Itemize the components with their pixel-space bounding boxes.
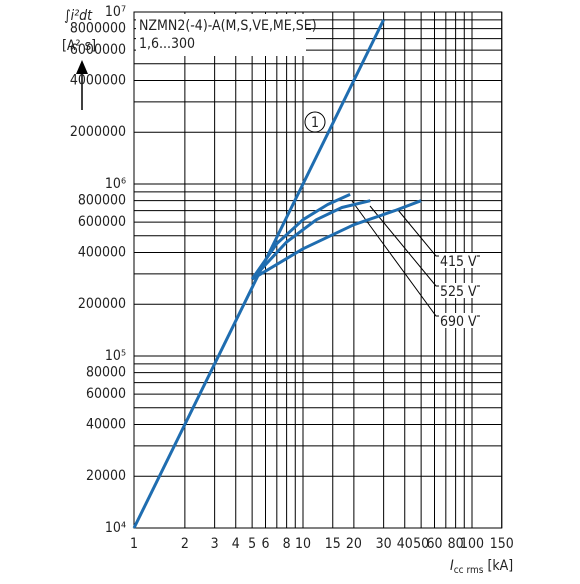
chart-title: NZMN2(-4)-A(M,S,VE,ME,SE) (139, 18, 317, 34)
annotation-circle (304, 111, 326, 133)
x-tick-label: 1 (130, 536, 138, 552)
label-bg (439, 313, 477, 328)
y-tick-label: 400000 (78, 244, 126, 260)
x-tick-label: 15 (325, 536, 341, 552)
y-axis-unit: [A² s] (62, 38, 96, 54)
x-tick-label: 30 (376, 536, 392, 552)
x-tick-label: 10 (295, 536, 311, 552)
x-tick-label: 6 (261, 536, 269, 552)
label-bg (439, 253, 477, 268)
x-axis-label: Icc rms [kA] (450, 558, 513, 576)
label-bg (439, 283, 477, 298)
x-tick-label: 60 (426, 536, 442, 552)
x-axis-symbol: I (450, 558, 454, 574)
y-tick-label: 10⁴ (105, 520, 126, 536)
series-line (251, 199, 422, 281)
x-tick-label: 100 (460, 536, 484, 552)
series-line (250, 193, 351, 280)
legend-label: 415 V (440, 254, 477, 270)
title-box (136, 14, 306, 56)
x-tick-label: 8 (283, 536, 291, 552)
x-tick-label: 5 (248, 536, 256, 552)
y-tick-label: 40000 (86, 416, 126, 432)
x-tick-label: 150 (490, 536, 514, 552)
x-tick-label: 80 (448, 536, 464, 552)
x-tick-label: 4 (232, 536, 240, 552)
y-tick-label: 8000000 (70, 21, 126, 37)
series-line (251, 199, 371, 281)
y-tick-label: 6000000 (70, 42, 126, 58)
y-axis-label: ∫i²dt (64, 8, 93, 24)
y-tick-label: 10⁵ (105, 348, 126, 364)
y-arrow (76, 60, 88, 110)
x-tick-label: 2 (181, 536, 189, 552)
legend-label: 525 V (440, 284, 477, 300)
y-tick-label: 80000 (86, 365, 126, 381)
chart-subtitle: 1,6...300 (139, 36, 195, 52)
x-tick-label: 40 (397, 536, 413, 552)
y-tick-label: 60000 (86, 386, 126, 402)
x-tick-label: 20 (346, 536, 362, 552)
plot-frame (133, 11, 503, 529)
x-tick-label: 3 (211, 536, 219, 552)
y-tick-label: 800000 (78, 193, 126, 209)
series-label: 1 (311, 115, 319, 131)
x-axis-subscript: cc rms (454, 565, 484, 576)
x-axis-unit: [kA] (487, 558, 513, 574)
x-tick-label: 50 (413, 536, 429, 552)
y-tick-label: 4000000 (70, 72, 126, 88)
y-tick-label: 200000 (78, 296, 126, 312)
y-tick-label: 10⁶ (105, 176, 126, 192)
y-tick-label: 600000 (78, 214, 126, 230)
y-tick-label: 2000000 (70, 124, 126, 140)
legend-label: 690 V (440, 314, 477, 330)
y-tick-label: 10⁷ (105, 4, 126, 20)
y-tick-label: 20000 (86, 468, 126, 484)
